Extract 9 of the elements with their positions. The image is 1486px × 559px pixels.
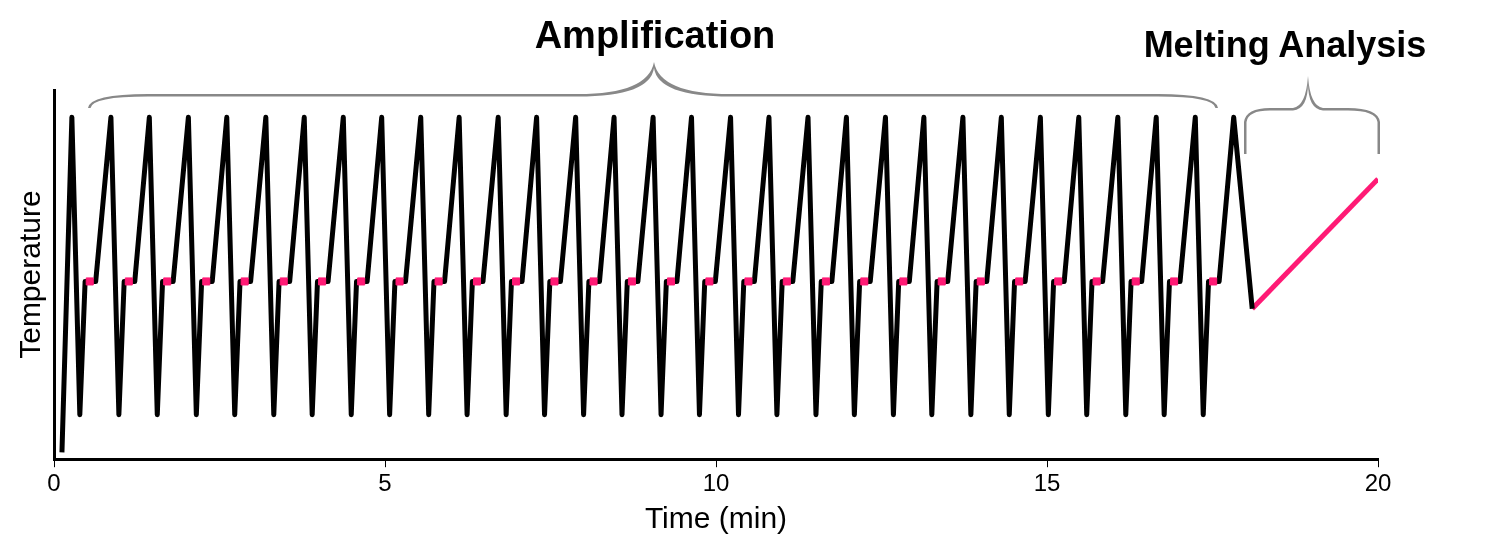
x-tick-label: 5 bbox=[378, 469, 392, 497]
x-tick-label: 10 bbox=[702, 469, 730, 497]
x-tick-label: 15 bbox=[1033, 469, 1061, 497]
text: Melting Analysis bbox=[1143, 24, 1427, 66]
x-tick-label: 20 bbox=[1364, 469, 1392, 497]
y-axis-title: Temperature bbox=[13, 190, 47, 359]
x-tick-label: 0 bbox=[47, 469, 61, 497]
text: Amplification bbox=[534, 14, 776, 57]
x-axis-title: Time (min) bbox=[644, 501, 788, 535]
